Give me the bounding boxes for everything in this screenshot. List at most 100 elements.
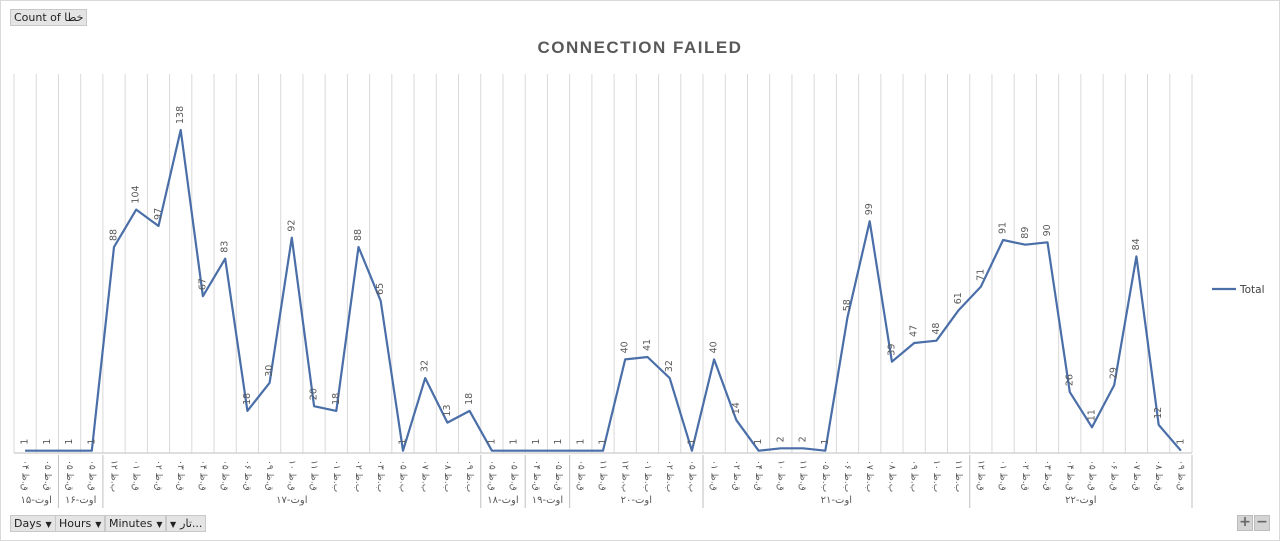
data-label: 20 xyxy=(309,388,320,400)
data-label: 48 xyxy=(931,323,942,335)
x-tick-label: ۰۴ ق.ظ xyxy=(20,460,30,491)
x-tick-label: ۰۵ ق.ظ xyxy=(1086,460,1096,491)
x-day-label: ۲۱-اوت xyxy=(821,495,852,506)
data-label: 104 xyxy=(131,185,142,203)
x-day-label: ۲۰-اوت xyxy=(621,495,652,506)
x-tick-label: ۰۳ ب.ظ xyxy=(375,460,385,492)
data-label: 90 xyxy=(1042,224,1053,236)
x-tick-label: ۰۵ ق.ظ xyxy=(42,460,52,491)
x-tick-label: ۰۵ ق.ظ xyxy=(575,460,585,491)
data-label: 1 xyxy=(20,439,31,445)
x-day-label: ۱۵-اوت xyxy=(21,495,52,506)
data-label: 1 xyxy=(64,439,75,445)
data-label: 29 xyxy=(1109,367,1120,379)
axis-field-button-date[interactable]: ▼ تار... xyxy=(166,515,207,532)
data-label: 2 xyxy=(798,436,809,442)
data-label: 2 xyxy=(775,436,786,442)
data-label: 1 xyxy=(486,439,497,445)
data-label: 92 xyxy=(286,220,297,232)
x-tick-label: ۰۵ ق.ظ xyxy=(553,460,563,491)
axis-field-label: Minutes xyxy=(109,517,153,530)
data-label: 1 xyxy=(598,439,609,445)
x-tick-label: ۰۴ ق.ظ xyxy=(1064,460,1074,491)
data-label: 18 xyxy=(464,393,475,405)
axis-field-button-days[interactable]: Days ▼ xyxy=(10,515,56,532)
x-tick-label: ۰۵ ق.ظ xyxy=(64,460,74,491)
x-tick-label: ۰۵ ب.ظ xyxy=(820,460,830,492)
axis-field-label: Days xyxy=(14,517,42,530)
x-tick-label: ۱۲ ق.ظ xyxy=(975,460,985,491)
axis-field-button-minutes[interactable]: Minutes ▼ xyxy=(105,515,167,532)
data-label: 47 xyxy=(909,325,920,337)
x-tick-label: ۰۵ ق.ظ xyxy=(220,460,230,491)
data-label: 88 xyxy=(353,229,364,241)
x-day-label: ۱۶-اوت xyxy=(65,495,96,506)
x-tick-label: ۰۶ ق.ظ xyxy=(1109,460,1119,491)
x-tick-label: ۰۹ ب.ظ xyxy=(464,460,474,492)
data-label: 40 xyxy=(709,341,720,353)
data-label: 1 xyxy=(42,439,53,445)
x-tick-label: ۰۵ ب.ظ xyxy=(686,460,696,492)
expand-field-icon[interactable]: + xyxy=(1237,515,1253,531)
data-label: 40 xyxy=(620,341,631,353)
x-tick-label: ۱۱ ب.ظ xyxy=(953,460,963,492)
x-tick-label: ۰۱ ق.ظ xyxy=(709,460,719,491)
data-label: 32 xyxy=(420,360,431,372)
x-tick-label: ۰۷ ب.ظ xyxy=(864,460,874,492)
value-field-button[interactable]: Count of خطا xyxy=(10,9,88,26)
x-tick-label: ۰۲ ب.ظ xyxy=(664,460,674,492)
x-tick-label: ۱۰ ب.ظ xyxy=(931,460,941,492)
x-tick-label: ۱۰ ق.ظ xyxy=(286,460,296,491)
x-tick-label: ۱۱ ق.ظ xyxy=(798,460,808,491)
data-label: 67 xyxy=(197,278,208,290)
x-tick-label: ۰۵ ق.ظ xyxy=(86,460,96,491)
x-tick-label: ۰۳ ق.ظ xyxy=(1042,460,1052,491)
axis-field-label: تار... xyxy=(180,517,203,530)
x-tick-label: ۰۱ ب.ظ xyxy=(642,460,652,492)
x-tick-label: ۰۲ ق.ظ xyxy=(731,460,741,491)
data-label: 91 xyxy=(998,222,1009,234)
data-label: 11 xyxy=(1086,409,1097,421)
x-tick-label: ۰۱ ق.ظ xyxy=(998,460,1008,491)
x-tick-label: ۰۹ ب.ظ xyxy=(909,460,919,492)
data-label: 61 xyxy=(953,292,964,304)
axis-field-button-hours[interactable]: Hours ▼ xyxy=(55,515,106,532)
data-label: 84 xyxy=(1131,238,1142,250)
x-day-label: ۱۷-اوت xyxy=(276,495,307,506)
x-tick-label: ۰۵ ب.ظ xyxy=(397,460,407,492)
data-label: 30 xyxy=(264,365,275,377)
data-label: 1 xyxy=(820,439,831,445)
collapse-field-icon[interactable]: − xyxy=(1254,515,1270,531)
data-label: 58 xyxy=(842,299,853,311)
data-label: 1 xyxy=(509,439,520,445)
data-label: 83 xyxy=(220,241,231,253)
data-label: 39 xyxy=(886,344,897,356)
x-tick-label: ۰۲ ق.ظ xyxy=(153,460,163,491)
x-tick-label: ۱۲ ب.ظ xyxy=(109,460,119,492)
data-label: 1 xyxy=(531,439,542,445)
data-label: 65 xyxy=(375,283,386,295)
x-tick-label: ۰۶ ب.ظ xyxy=(842,460,852,492)
axis-field-label: Hours xyxy=(59,517,92,530)
x-tick-label: ۰۶ ق.ظ xyxy=(242,460,252,491)
x-tick-label: ۱۰ ق.ظ xyxy=(775,460,785,491)
dropdown-arrow-icon: ▼ xyxy=(95,520,102,529)
x-tick-label: ۰۵ ق.ظ xyxy=(486,460,496,491)
data-label: 1 xyxy=(1175,439,1186,445)
x-day-label: ۱۹-اوت xyxy=(532,495,563,506)
x-tick-label: ۰۹ ق.ظ xyxy=(264,460,274,491)
data-label: 1 xyxy=(86,439,97,445)
x-tick-label: ۰۲ ق.ظ xyxy=(1020,460,1030,491)
x-tick-label: ۰۴ ق.ظ xyxy=(753,460,763,491)
x-tick-label: ۰۸ ق.ظ xyxy=(1153,460,1163,491)
x-tick-label: ۰۴ ق.ظ xyxy=(531,460,541,491)
chart-title: CONNECTION FAILED xyxy=(537,38,743,57)
x-tick-label: ۱۱ ق.ظ xyxy=(309,460,319,491)
data-label: 32 xyxy=(664,360,675,372)
x-tick-label: ۱۱ ق.ظ xyxy=(598,460,608,491)
data-label: 1 xyxy=(575,439,586,445)
x-tick-label: ۰۱ ب.ظ xyxy=(331,460,341,492)
x-tick-label: ۰۴ ق.ظ xyxy=(197,460,207,491)
x-tick-label: ۰۳ ق.ظ xyxy=(175,460,185,491)
